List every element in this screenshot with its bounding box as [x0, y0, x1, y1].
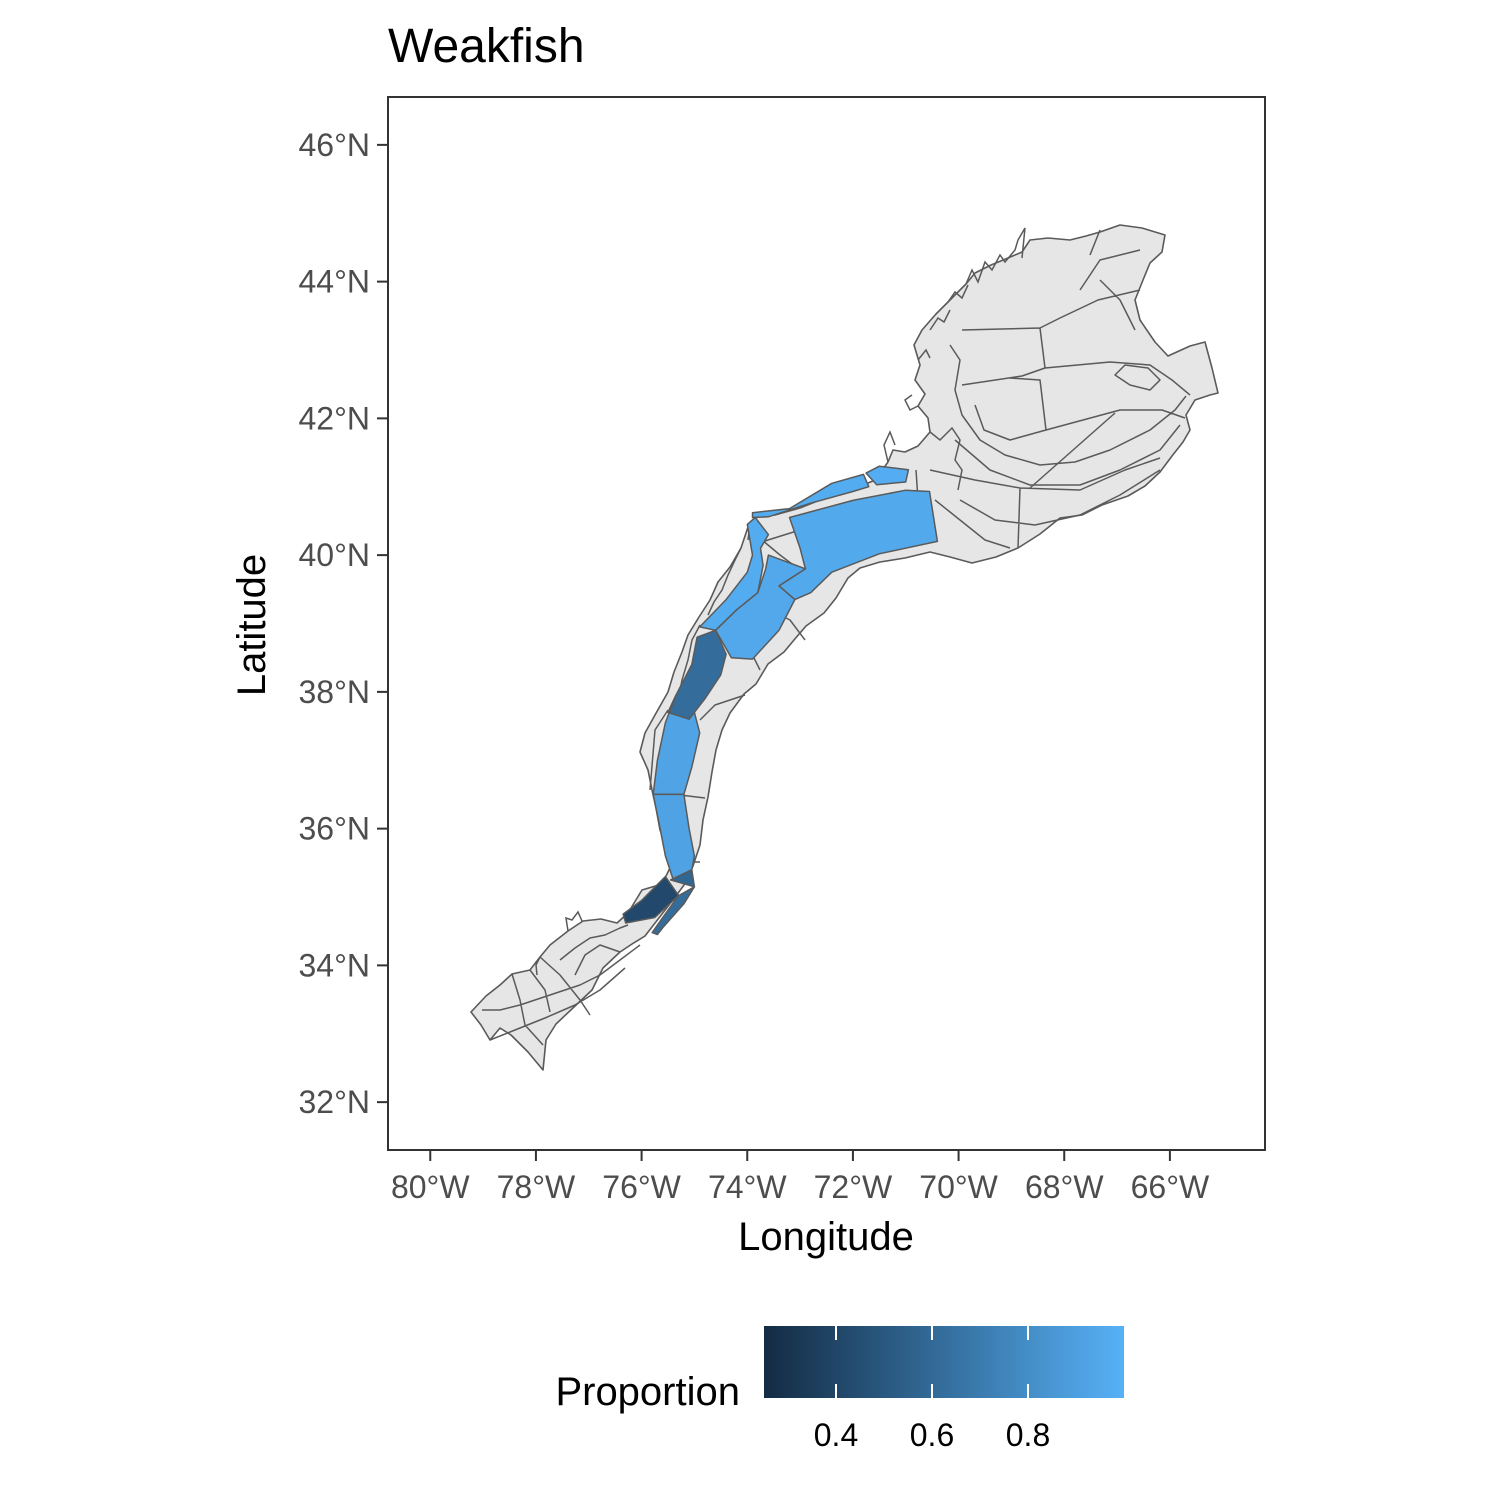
- x-tick-label: 76°W: [602, 1169, 681, 1205]
- region-virginia-shelf: [652, 694, 701, 796]
- coastline-detail: [535, 227, 1026, 976]
- legend-tick-label: 0.6: [910, 1417, 954, 1453]
- y-tick-label: 44°N: [299, 264, 371, 300]
- legend: Proportion 0.4 0.6 0.8: [555, 1326, 1124, 1453]
- region-cape-lookout-outer: [651, 886, 696, 936]
- region-delmarva-inshore: [667, 629, 727, 720]
- y-axis-ticks: 32°N 34°N 36°N 38°N 40°N 42°N 44°N 46°N: [299, 127, 388, 1120]
- x-tick-label: 66°W: [1131, 1169, 1210, 1205]
- legend-title: Proportion: [555, 1370, 740, 1414]
- map-layer: [470, 224, 1219, 1071]
- region-long-island-south-inshore: [751, 473, 870, 519]
- x-axis-ticks: 80°W 78°W 76°W 74°W 72°W 70°W 68°W 66°W: [391, 1150, 1210, 1205]
- x-tick-label: 72°W: [814, 1169, 893, 1205]
- y-tick-label: 32°N: [299, 1084, 371, 1120]
- y-tick-label: 42°N: [299, 400, 371, 436]
- y-tick-label: 46°N: [299, 127, 371, 163]
- y-tick-label: 40°N: [299, 537, 371, 573]
- y-tick-label: 34°N: [299, 947, 371, 983]
- choropleth-regions: [622, 465, 939, 936]
- x-tick-label: 70°W: [919, 1169, 998, 1205]
- region-new-jersey-offshore: [714, 554, 807, 660]
- legend-colorbar: [764, 1326, 1124, 1398]
- x-tick-label: 80°W: [391, 1169, 470, 1205]
- legend-tick-label: 0.4: [814, 1417, 858, 1453]
- x-axis-title: Longitude: [738, 1215, 914, 1259]
- x-tick-label: 74°W: [708, 1169, 787, 1205]
- region-hatteras-block: [669, 868, 696, 888]
- legend-ticks: 0.4 0.6 0.8: [814, 1326, 1050, 1453]
- y-tick-label: 38°N: [299, 674, 371, 710]
- y-tick-label: 36°N: [299, 811, 371, 847]
- y-axis-title: Latitude: [230, 554, 274, 696]
- strata-base-shape: [470, 224, 1219, 1071]
- x-tick-label: 78°W: [497, 1169, 576, 1205]
- legend-tick-label: 0.8: [1006, 1417, 1050, 1453]
- region-li-sound-mouth: [865, 465, 910, 486]
- x-tick-label: 68°W: [1025, 1169, 1104, 1205]
- plot-panel-border: [387, 96, 1266, 1151]
- chart-title: Weakfish: [388, 20, 585, 73]
